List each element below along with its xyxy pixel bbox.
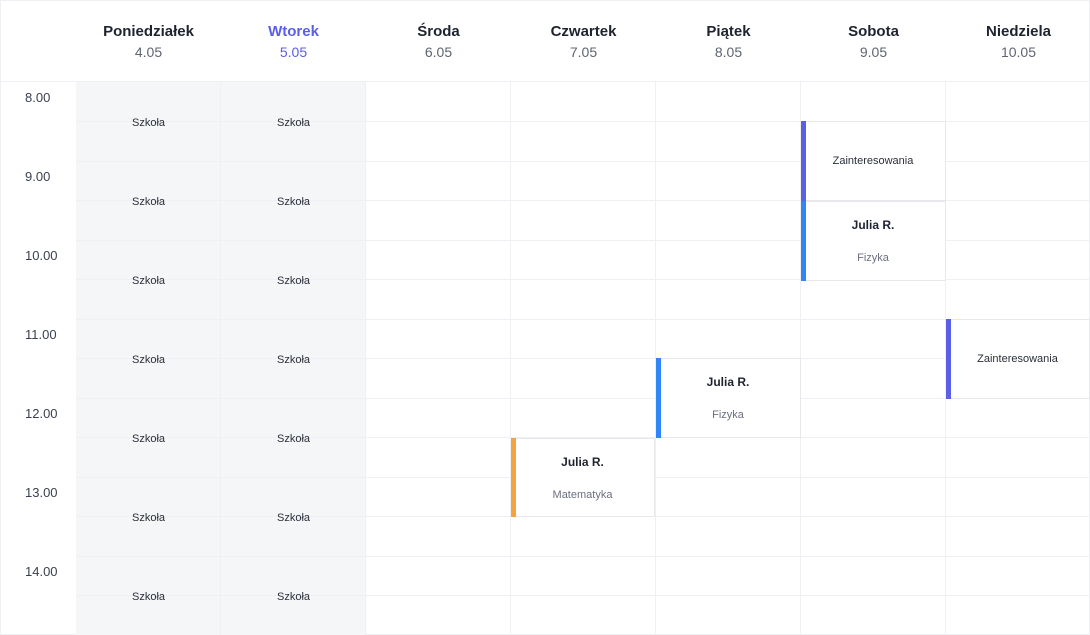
event-color-bar	[656, 358, 661, 438]
day-name: Środa	[417, 23, 460, 40]
event-subject: Fizyka	[857, 252, 889, 264]
time-label: 12.00	[25, 406, 58, 421]
school-event[interactable]: Szkoła	[131, 353, 166, 366]
event-title: Julia R.	[561, 454, 604, 469]
hour-line	[76, 161, 1090, 162]
event-color-bar	[946, 319, 951, 399]
event-color-bar	[801, 121, 806, 201]
time-label: 11.00	[25, 327, 57, 342]
school-event[interactable]: Szkoła	[131, 511, 166, 524]
event-title: Julia R.	[851, 218, 895, 232]
time-label: 13.00	[25, 485, 58, 500]
interests-event[interactable]: Zainteresowania	[946, 319, 1090, 399]
hour-line	[76, 398, 1090, 399]
day-date: 5.05	[279, 44, 308, 60]
day-name: Sobota	[848, 23, 899, 40]
school-event[interactable]: Szkoła	[131, 195, 166, 208]
hour-line	[76, 319, 1090, 320]
lesson-event-fizyka[interactable]: Julia R. Fizyka	[801, 201, 946, 281]
day-date: 9.05	[859, 44, 888, 60]
calendar-header: Poniedziałek 4.05 Wtorek 5.05 Środa 6.05…	[1, 1, 1090, 82]
day-date: 7.05	[569, 44, 598, 60]
school-event[interactable]: Szkoła	[276, 590, 311, 603]
day-date: 10.05	[1000, 44, 1037, 60]
day-name: Piątek	[706, 23, 751, 40]
hour-line	[76, 556, 1090, 557]
school-event[interactable]: Szkoła	[276, 432, 311, 445]
time-label: 10.00	[25, 248, 58, 263]
day-header-saturday[interactable]: Sobota 9.05	[801, 1, 946, 82]
half-hour-line	[76, 358, 1090, 359]
school-event[interactable]: Szkoła	[276, 511, 311, 524]
school-event[interactable]: Szkoła	[276, 274, 311, 287]
day-header-sunday[interactable]: Niedziela 10.05	[946, 1, 1090, 82]
hour-line	[76, 240, 1090, 241]
half-hour-line	[76, 200, 1090, 201]
time-column: 8.00 9.00 10.00 11.00 12.00 13.00 14.00	[1, 82, 76, 635]
time-label: 14.00	[25, 564, 58, 579]
day-name: Wtorek	[268, 23, 319, 40]
day-header-friday[interactable]: Piątek 8.05	[656, 1, 801, 82]
event-color-bar	[801, 201, 806, 281]
half-hour-line	[76, 437, 1090, 438]
day-header-monday[interactable]: Poniedziałek 4.05	[76, 1, 221, 82]
half-hour-line	[76, 279, 1090, 280]
day-header-wednesday[interactable]: Środa 6.05	[366, 1, 511, 82]
day-name: Niedziela	[985, 23, 1052, 40]
event-label: Zainteresowania	[832, 155, 914, 167]
school-event[interactable]: Szkoła	[131, 590, 166, 603]
event-subject: Matematyka	[552, 488, 613, 501]
day-date: 6.05	[424, 44, 453, 60]
day-header-thursday[interactable]: Czwartek 7.05	[511, 1, 656, 82]
day-date: 4.05	[134, 44, 163, 60]
lesson-event-matematyka[interactable]: Julia R. Matematyka	[511, 438, 655, 517]
event-title: Julia R.	[706, 375, 750, 389]
time-label: 8.00	[25, 90, 51, 105]
school-event[interactable]: Szkoła	[131, 432, 166, 445]
event-color-bar	[511, 438, 516, 517]
time-label: 9.00	[25, 169, 51, 184]
school-event[interactable]: Szkoła	[276, 353, 311, 366]
day-name: Czwartek	[550, 23, 617, 40]
lesson-event-fizyka[interactable]: Julia R. Fizyka	[656, 358, 801, 438]
half-hour-line	[76, 595, 1090, 596]
school-event[interactable]: Szkoła	[131, 116, 166, 129]
event-subject: Fizyka	[712, 409, 744, 421]
day-date: 8.05	[714, 44, 743, 60]
school-event[interactable]: Szkoła	[131, 274, 166, 287]
day-name: Poniedziałek	[103, 23, 194, 40]
interests-event[interactable]: Zainteresowania	[801, 121, 946, 201]
half-hour-line	[76, 121, 1090, 122]
day-header-tuesday[interactable]: Wtorek 5.05	[221, 1, 366, 82]
school-event[interactable]: Szkoła	[276, 195, 311, 208]
school-event[interactable]: Szkoła	[276, 116, 311, 129]
event-label: Zainteresowania	[977, 353, 1058, 365]
